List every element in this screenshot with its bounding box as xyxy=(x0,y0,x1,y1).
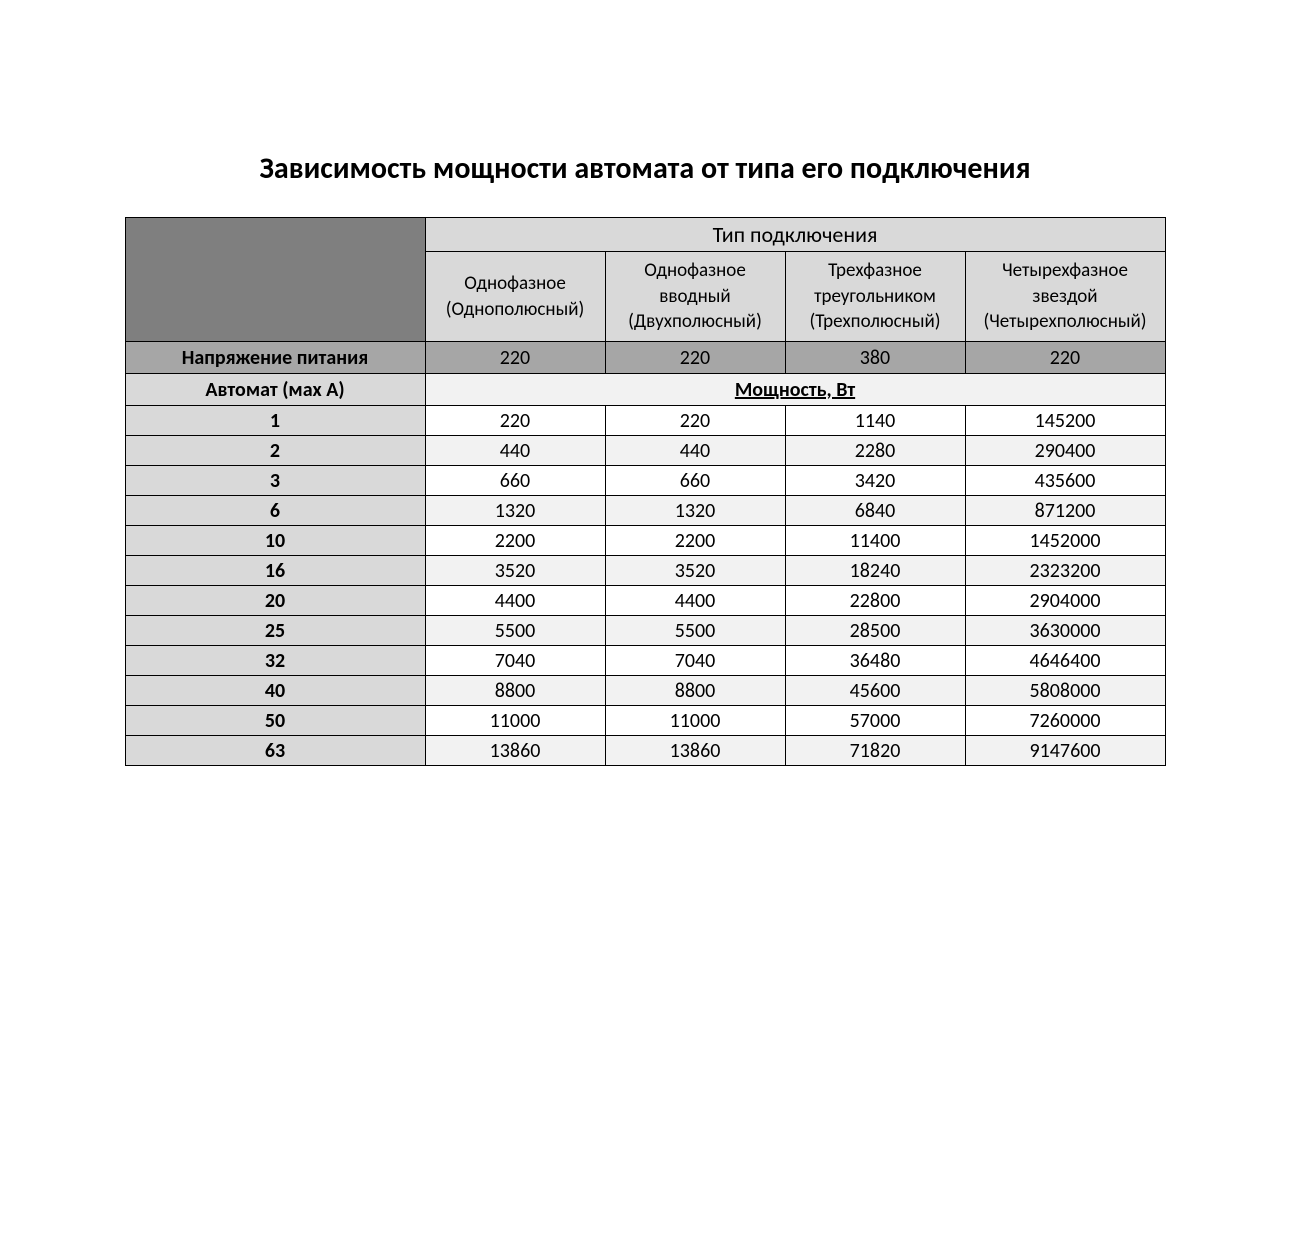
col2-header-line2: вводный xyxy=(606,284,785,310)
voltage-c4: 220 xyxy=(965,342,1165,374)
breaker-cell: 10 xyxy=(125,526,425,556)
breaker-cell: 6 xyxy=(125,496,425,526)
table-row: 20 4400 4400 22800 2904000 xyxy=(125,586,1165,616)
data-cell: 1452000 xyxy=(965,526,1165,556)
col3-header-line3: (Трехполюсный) xyxy=(786,309,965,335)
data-cell: 2280 xyxy=(785,436,965,466)
data-cell: 9147600 xyxy=(965,736,1165,766)
breaker-cell: 2 xyxy=(125,436,425,466)
data-cell: 11000 xyxy=(425,706,605,736)
breaker-cell: 20 xyxy=(125,586,425,616)
table-row: 32 7040 7040 36480 4646400 xyxy=(125,646,1165,676)
data-cell: 2904000 xyxy=(965,586,1165,616)
data-cell: 71820 xyxy=(785,736,965,766)
data-cell: 13860 xyxy=(425,736,605,766)
data-cell: 7260000 xyxy=(965,706,1165,736)
data-cell: 4400 xyxy=(605,586,785,616)
data-cell: 4400 xyxy=(425,586,605,616)
data-cell: 45600 xyxy=(785,676,965,706)
data-cell: 22800 xyxy=(785,586,965,616)
data-cell: 1320 xyxy=(605,496,785,526)
voltage-c2: 220 xyxy=(605,342,785,374)
data-cell: 290400 xyxy=(965,436,1165,466)
col2-header-line1: Однофазное xyxy=(606,258,785,284)
data-cell: 4646400 xyxy=(965,646,1165,676)
data-cell: 440 xyxy=(605,436,785,466)
data-cell: 5500 xyxy=(425,616,605,646)
data-cell: 1140 xyxy=(785,406,965,436)
data-cell: 36480 xyxy=(785,646,965,676)
page-container: Зависимость мощности автомата от типа ег… xyxy=(0,0,1290,766)
breaker-cell: 50 xyxy=(125,706,425,736)
table-row: 50 11000 11000 57000 7260000 xyxy=(125,706,1165,736)
data-cell: 57000 xyxy=(785,706,965,736)
data-cell: 8800 xyxy=(605,676,785,706)
connection-type-header: Тип подключения xyxy=(425,218,1165,252)
data-cell: 6840 xyxy=(785,496,965,526)
data-cell: 145200 xyxy=(965,406,1165,436)
data-cell: 2200 xyxy=(425,526,605,556)
breaker-cell: 32 xyxy=(125,646,425,676)
breaker-cell: 40 xyxy=(125,676,425,706)
col4-header: Четырехфазное звездой (Четырехполюсный) xyxy=(965,252,1165,342)
data-cell: 220 xyxy=(425,406,605,436)
data-cell: 8800 xyxy=(425,676,605,706)
col1-header: Однофазное (Однополюсный) xyxy=(425,252,605,342)
data-cell: 871200 xyxy=(965,496,1165,526)
data-cell: 440 xyxy=(425,436,605,466)
breaker-cell: 63 xyxy=(125,736,425,766)
data-cell: 660 xyxy=(605,466,785,496)
data-cell: 18240 xyxy=(785,556,965,586)
data-cell: 5808000 xyxy=(965,676,1165,706)
col4-header-line1: Четырехфазное xyxy=(966,258,1165,284)
data-cell: 28500 xyxy=(785,616,965,646)
col4-header-line2: звездой xyxy=(966,284,1165,310)
table-row: 40 8800 8800 45600 5808000 xyxy=(125,676,1165,706)
breaker-max-label: Автомат (мах А) xyxy=(125,374,425,406)
data-cell: 13860 xyxy=(605,736,785,766)
page-title: Зависимость мощности автомата от типа ег… xyxy=(0,150,1290,187)
breaker-cell: 16 xyxy=(125,556,425,586)
data-cell: 3520 xyxy=(425,556,605,586)
data-cell: 2200 xyxy=(605,526,785,556)
col2-header-line3: (Двухполюсный) xyxy=(606,309,785,335)
col3-header: Трехфазное треугольником (Трехполюсный) xyxy=(785,252,965,342)
data-cell: 1320 xyxy=(425,496,605,526)
supply-voltage-label: Напряжение питания xyxy=(125,342,425,374)
data-cell: 7040 xyxy=(605,646,785,676)
table-row: 63 13860 13860 71820 9147600 xyxy=(125,736,1165,766)
table-row: 3 660 660 3420 435600 xyxy=(125,466,1165,496)
breaker-cell: 3 xyxy=(125,466,425,496)
data-cell: 11400 xyxy=(785,526,965,556)
table-row: 6 1320 1320 6840 871200 xyxy=(125,496,1165,526)
breaker-cell: 1 xyxy=(125,406,425,436)
col3-header-line1: Трехфазное xyxy=(786,258,965,284)
table-row: 2 440 440 2280 290400 xyxy=(125,436,1165,466)
data-cell: 435600 xyxy=(965,466,1165,496)
data-cell: 5500 xyxy=(605,616,785,646)
data-cell: 3630000 xyxy=(965,616,1165,646)
voltage-c1: 220 xyxy=(425,342,605,374)
data-cell: 3520 xyxy=(605,556,785,586)
table-row: 1 220 220 1140 145200 xyxy=(125,406,1165,436)
power-header: Мощность, Вт xyxy=(425,374,1165,406)
table-row: 25 5500 5500 28500 3630000 xyxy=(125,616,1165,646)
data-cell: 660 xyxy=(425,466,605,496)
col2-header: Однофазное вводный (Двухполюсный) xyxy=(605,252,785,342)
table-corner xyxy=(125,218,425,342)
table-row: 10 2200 2200 11400 1452000 xyxy=(125,526,1165,556)
table-row: 16 3520 3520 18240 2323200 xyxy=(125,556,1165,586)
col4-header-line3: (Четырехполюсный) xyxy=(966,309,1165,335)
col1-header-line2: (Однополюсный) xyxy=(426,297,605,323)
voltage-c3: 380 xyxy=(785,342,965,374)
breaker-cell: 25 xyxy=(125,616,425,646)
col3-header-line2: треугольником xyxy=(786,284,965,310)
power-table: Тип подключения Однофазное (Однополюсный… xyxy=(125,217,1166,766)
data-cell: 3420 xyxy=(785,466,965,496)
data-cell: 220 xyxy=(605,406,785,436)
col1-header-line1: Однофазное xyxy=(426,271,605,297)
data-cell: 7040 xyxy=(425,646,605,676)
data-cell: 2323200 xyxy=(965,556,1165,586)
data-cell: 11000 xyxy=(605,706,785,736)
